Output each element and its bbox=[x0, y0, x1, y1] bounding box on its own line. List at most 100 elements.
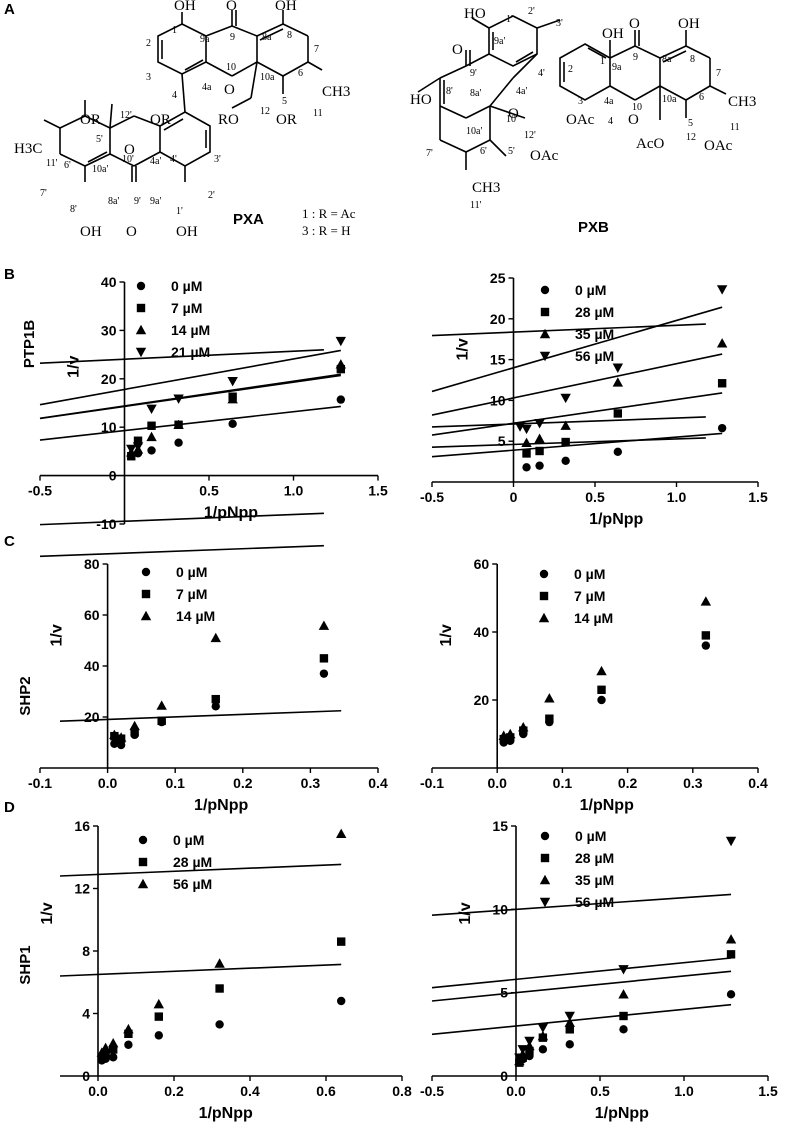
data-point bbox=[129, 720, 140, 731]
y-tick-label: -10 bbox=[96, 516, 116, 532]
pxb-compound-name: PXB bbox=[578, 219, 609, 236]
data-point bbox=[173, 419, 184, 429]
y-axis-title: 1/v bbox=[438, 624, 455, 646]
data-point bbox=[521, 424, 532, 435]
pxb-label-38: 6' bbox=[480, 146, 487, 157]
pxa-label-24: OR bbox=[150, 112, 171, 128]
x-tick-label: 0.1 bbox=[165, 775, 185, 791]
y-tick-label: 20 bbox=[101, 371, 117, 387]
pxb-label-25: 10 bbox=[632, 102, 642, 113]
data-point bbox=[156, 700, 167, 710]
pxb-label-13: 9' bbox=[470, 68, 477, 79]
chart-b-right: -0.5 0 0.5 1.0 1.5 5 10 15 20 25 1/pNpp 1/v 0 µM 28 µ… bbox=[420, 270, 768, 528]
pxa-label-11: 10 bbox=[226, 62, 236, 73]
y-tick-label: 10 bbox=[490, 392, 506, 408]
legend-marker bbox=[539, 328, 551, 339]
data-point bbox=[701, 641, 711, 650]
pxa-label-41: 2' bbox=[208, 190, 215, 201]
y-tick-label: 16 bbox=[74, 818, 90, 834]
data-point bbox=[109, 729, 120, 740]
data-point bbox=[544, 693, 555, 703]
data-point bbox=[153, 998, 164, 1009]
data-point bbox=[227, 393, 238, 404]
y-tick-label: 40 bbox=[474, 624, 490, 640]
pxb-label-20: 8' bbox=[446, 86, 453, 97]
data-point bbox=[228, 419, 237, 429]
origin-label: 0 bbox=[500, 1068, 508, 1084]
data-point bbox=[116, 740, 126, 750]
pxb-label-12: O bbox=[452, 42, 463, 58]
data-point bbox=[564, 1017, 575, 1027]
data-point bbox=[613, 409, 623, 418]
y-tick-label: 60 bbox=[84, 607, 100, 623]
y-tick-label: 8 bbox=[82, 943, 90, 959]
pxa-label-23: OR bbox=[80, 112, 101, 128]
pxa-label-30: 10a' bbox=[92, 164, 108, 175]
fit-line-2 bbox=[431, 957, 732, 989]
data-point bbox=[701, 631, 711, 640]
pxb-label-33: O bbox=[628, 112, 639, 128]
legend-label: 0 µM bbox=[575, 282, 606, 298]
x-tick-label: 0.0 bbox=[88, 1083, 108, 1099]
legend-label: 0 µM bbox=[176, 564, 207, 580]
legend-marker bbox=[540, 307, 550, 317]
pxb-label-6: OH bbox=[678, 16, 700, 32]
data-point bbox=[716, 338, 728, 348]
y-axis-title: 1/v bbox=[66, 355, 83, 377]
data-point bbox=[124, 1029, 133, 1039]
data-point bbox=[619, 1011, 628, 1021]
row-label-shp2: SHP2 bbox=[17, 676, 34, 715]
pxa-label-3: 1 bbox=[172, 25, 177, 36]
data-point bbox=[210, 632, 221, 643]
pxb-label-17: 7 bbox=[716, 68, 721, 79]
pxa-label-37: 8' bbox=[70, 204, 77, 215]
data-point bbox=[565, 1025, 574, 1034]
data-point bbox=[618, 989, 629, 999]
legend-label: 0 µM bbox=[171, 278, 202, 294]
pxa-label-0: OH bbox=[174, 0, 196, 14]
pxa-label-21: RO bbox=[218, 112, 239, 128]
data-point bbox=[524, 1036, 535, 1047]
data-point bbox=[211, 702, 220, 711]
data-point bbox=[110, 739, 119, 748]
pxb-label-9: 9 bbox=[633, 52, 638, 63]
pxa-label-26: 5' bbox=[96, 134, 103, 145]
data-point bbox=[726, 950, 736, 959]
pxb-label-7: 9a' bbox=[494, 36, 505, 47]
pxa-label-45: OH bbox=[176, 224, 198, 240]
panel-letter-b: B bbox=[4, 266, 15, 283]
fit-line-1 bbox=[59, 863, 342, 877]
fit-line-3 bbox=[431, 306, 723, 393]
pxa-label-7: 8 bbox=[287, 30, 292, 41]
fit-line-1 bbox=[39, 512, 324, 526]
pxa-label-31: 10' bbox=[122, 154, 134, 165]
x-axis-title: 1/pNpp bbox=[595, 1105, 649, 1122]
pxa-structure bbox=[43, 10, 323, 182]
data-point bbox=[725, 836, 737, 847]
pxb-label-28: CH3 bbox=[728, 94, 756, 110]
x-tick-label: 1.0 bbox=[284, 483, 304, 499]
x-tick-label: -0.5 bbox=[420, 1083, 444, 1099]
data-point bbox=[700, 596, 712, 606]
pxb-label-21: 8a' bbox=[470, 88, 481, 99]
pxa-label-28: 11' bbox=[46, 158, 58, 169]
data-point bbox=[337, 996, 346, 1006]
pxa-legend-3: 3 : R = H bbox=[302, 223, 351, 238]
pxb-label-1: 1' bbox=[506, 14, 513, 25]
data-point bbox=[214, 958, 225, 968]
legend-marker bbox=[140, 610, 152, 621]
pxa-compound-name: PXA bbox=[233, 211, 264, 228]
data-point bbox=[130, 728, 139, 737]
y-tick-label: 15 bbox=[492, 818, 508, 834]
row-label-ptp1b: PTP1B bbox=[21, 320, 38, 369]
x-tick-label: 0.8 bbox=[392, 1083, 412, 1099]
x-tick-label: 0.1 bbox=[553, 775, 573, 791]
legend-label: 35 µM bbox=[575, 326, 614, 342]
panel-letter-c: C bbox=[4, 533, 15, 550]
y-tick-label: 30 bbox=[101, 322, 117, 338]
data-point bbox=[337, 937, 346, 946]
fit-line-1 bbox=[431, 970, 732, 1002]
x-axis-title: 1/pNpp bbox=[204, 505, 258, 522]
x-tick-label: 0.5 bbox=[590, 1083, 610, 1099]
